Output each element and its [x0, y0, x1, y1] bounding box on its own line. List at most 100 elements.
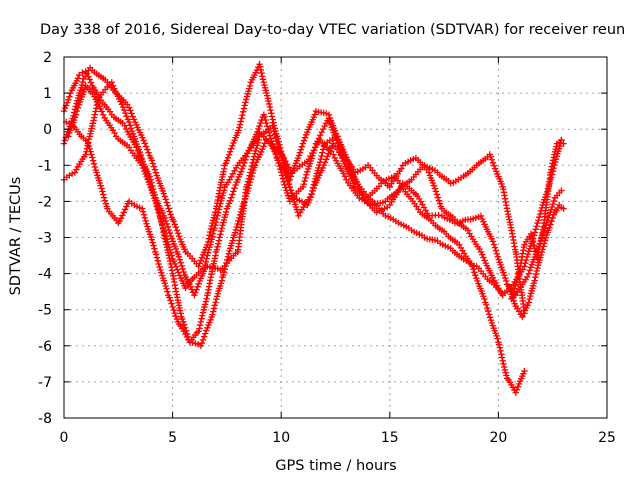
data-point	[212, 221, 219, 229]
data-point	[166, 294, 173, 301]
data-point	[130, 116, 138, 123]
data-point	[196, 325, 203, 332]
data-point	[233, 223, 240, 231]
data-point	[235, 127, 242, 134]
data-point	[109, 82, 117, 90]
data-series	[60, 61, 567, 396]
data-point	[98, 108, 106, 115]
data-point	[425, 169, 433, 176]
data-point	[266, 132, 274, 139]
data-point	[254, 132, 262, 140]
data-point	[197, 318, 205, 326]
data-point	[152, 169, 160, 176]
data-point	[472, 272, 479, 279]
data-point	[488, 156, 496, 163]
data-point	[87, 148, 94, 155]
data-point	[558, 187, 565, 194]
data-point	[250, 166, 257, 174]
data-point	[296, 149, 304, 156]
data-point	[242, 156, 249, 164]
data-point	[398, 165, 405, 172]
data-point	[226, 197, 234, 204]
data-point	[317, 155, 325, 163]
data-point	[239, 111, 246, 119]
data-point	[242, 99, 249, 106]
data-point	[282, 172, 289, 179]
data-point	[499, 357, 506, 364]
data-point	[295, 152, 303, 159]
series-track-3	[65, 82, 528, 396]
data-point	[184, 333, 192, 341]
data-point	[239, 108, 247, 116]
data-point	[261, 140, 268, 147]
data-point	[218, 224, 226, 232]
data-point	[318, 152, 325, 160]
data-point	[287, 186, 295, 194]
data-point	[501, 366, 509, 374]
data-point	[196, 260, 203, 267]
data-point	[217, 231, 224, 238]
data-point	[530, 241, 538, 249]
data-point	[306, 196, 313, 204]
data-point	[284, 178, 291, 185]
x-axis-label: GPS time / hours	[275, 458, 396, 474]
data-point	[539, 246, 546, 253]
data-point	[119, 212, 126, 219]
data-point	[533, 222, 540, 230]
data-point	[532, 274, 539, 281]
data-point	[503, 372, 510, 379]
data-point	[316, 172, 323, 179]
data-point	[495, 341, 503, 348]
data-point	[498, 351, 505, 358]
data-point	[162, 282, 169, 290]
data-point	[87, 79, 95, 86]
data-point	[266, 103, 274, 111]
data-point	[525, 270, 533, 277]
data-point	[90, 160, 98, 168]
data-point	[498, 354, 506, 361]
data-point	[267, 106, 274, 114]
data-point	[434, 194, 442, 201]
data-point	[125, 118, 133, 126]
data-point	[513, 386, 521, 393]
data-point	[508, 291, 515, 298]
data-point	[149, 185, 157, 193]
data-point	[161, 214, 169, 222]
data-point	[223, 157, 231, 164]
data-point	[195, 328, 202, 335]
data-point	[300, 137, 308, 144]
data-point	[303, 171, 310, 178]
data-point	[236, 211, 244, 219]
data-point	[497, 288, 504, 295]
data-point	[83, 70, 91, 77]
data-point	[496, 344, 504, 351]
data-point	[521, 367, 528, 375]
data-point	[232, 181, 239, 189]
data-point	[512, 389, 519, 396]
data-point	[549, 157, 557, 164]
data-point	[157, 216, 165, 224]
data-point	[502, 277, 510, 285]
data-point	[220, 269, 228, 276]
data-point	[118, 101, 125, 108]
data-point	[318, 128, 325, 136]
data-point	[146, 173, 153, 180]
data-point	[526, 295, 533, 303]
data-point	[174, 230, 182, 237]
data-point	[344, 161, 352, 168]
data-point	[150, 188, 157, 196]
data-point	[178, 262, 185, 270]
data-point	[259, 145, 266, 153]
data-point	[199, 309, 207, 316]
data-point	[170, 306, 177, 314]
data-point	[283, 175, 290, 182]
data-point	[65, 133, 72, 140]
data-point	[101, 197, 109, 204]
x-tick-label: 25	[598, 430, 616, 446]
data-point	[246, 182, 253, 189]
data-point	[149, 239, 156, 246]
data-point	[228, 145, 235, 152]
data-point	[201, 261, 209, 269]
data-point	[348, 170, 356, 177]
data-point	[73, 107, 81, 115]
